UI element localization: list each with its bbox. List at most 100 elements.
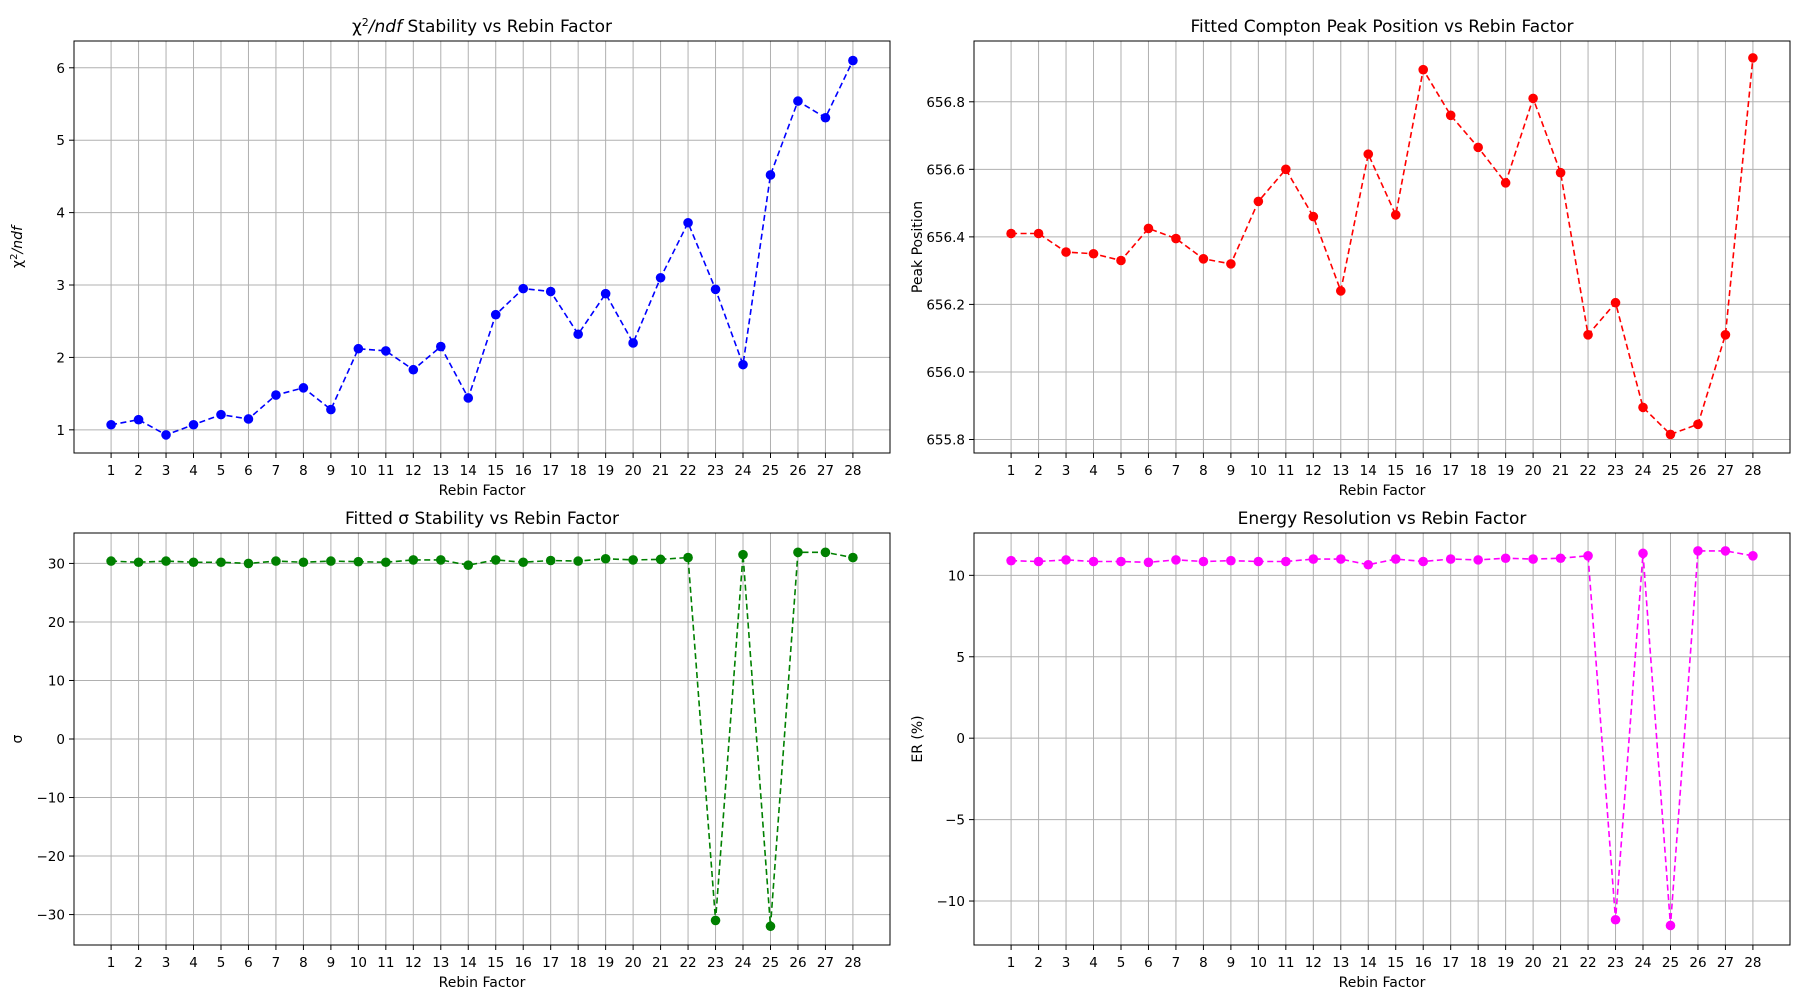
x-tick-label: 8 — [299, 463, 308, 479]
data-point — [1006, 228, 1016, 239]
data-point — [271, 390, 281, 400]
x-tick-label: 9 — [327, 463, 336, 479]
y-tick-label: 5 — [956, 650, 965, 666]
x-tick-label: 22 — [1579, 955, 1596, 971]
x-tick-label: 1 — [1007, 955, 1016, 971]
y-tick-label: 1 — [56, 423, 65, 439]
x-tick-label: 12 — [405, 463, 422, 479]
data-point — [1473, 555, 1483, 565]
data-point — [161, 556, 171, 566]
data-point — [1390, 210, 1401, 220]
x-tick-label: 5 — [1117, 955, 1126, 971]
data-point — [600, 288, 611, 299]
plot-frame — [973, 532, 1791, 946]
x-tick-label: 21 — [1552, 463, 1569, 479]
x-tick-label: 20 — [625, 463, 642, 479]
x-tick-label: 20 — [1525, 463, 1542, 479]
x-tick-label: 19 — [1497, 463, 1514, 479]
x-tick-label: 18 — [570, 463, 587, 479]
y-tick-label: 5 — [56, 133, 65, 149]
data-point — [1748, 53, 1758, 63]
x-tick-label: 10 — [1250, 955, 1267, 971]
x-tick-label: 12 — [1305, 463, 1322, 479]
x-tick-label: 24 — [734, 955, 751, 971]
x-tick-label: 20 — [625, 955, 642, 971]
x-tick-label: 9 — [1227, 463, 1236, 479]
x-tick-label: 3 — [1062, 955, 1071, 971]
x-tick-label: 22 — [679, 955, 696, 971]
x-tick-label: 14 — [460, 463, 477, 479]
x-tick-label: 28 — [844, 955, 861, 971]
data-point — [1693, 419, 1703, 430]
data-point — [188, 419, 199, 430]
x-tick-label: 11 — [1277, 955, 1294, 971]
x-tick-label: 18 — [1470, 955, 1487, 971]
data-point — [1088, 556, 1099, 567]
x-tick-label: 4 — [1089, 955, 1098, 971]
data-point — [188, 557, 199, 568]
data-point — [298, 557, 309, 568]
data-point — [1281, 164, 1291, 175]
data-point — [1143, 557, 1154, 568]
data-point — [1308, 211, 1319, 222]
data-point — [1500, 178, 1511, 188]
data-point — [545, 286, 556, 297]
chart-title: χ2/ndf Stability vs Rebin Factor — [352, 16, 612, 38]
x-tick-label: 16 — [1415, 955, 1432, 971]
data-point — [326, 404, 336, 415]
data-point — [1335, 286, 1346, 296]
data-point — [1253, 196, 1264, 207]
y-tick-label: 656.8 — [926, 95, 965, 111]
x-tick-label: 21 — [652, 463, 669, 479]
data-point — [793, 547, 803, 558]
chart-title: Fitted Compton Peak Position vs Rebin Fa… — [1190, 17, 1573, 37]
x-tick-label: 23 — [707, 955, 724, 971]
data-point — [1335, 554, 1346, 564]
x-tick-label: 28 — [1744, 955, 1761, 971]
y-tick-label: 656.6 — [926, 162, 965, 178]
data-point — [1390, 554, 1401, 564]
x-tick-label: 25 — [1662, 463, 1679, 479]
x-tick-label: 10 — [350, 463, 367, 479]
y-tick-label: −10 — [937, 894, 966, 910]
data-point — [1088, 248, 1099, 259]
x-axis-label: Rebin Factor — [1339, 483, 1426, 499]
x-axis-label: Rebin Factor — [1339, 975, 1426, 991]
x-tick-label: 7 — [1172, 955, 1181, 971]
data-point — [793, 96, 803, 106]
data-point — [1116, 255, 1126, 266]
plot-frame — [73, 40, 891, 454]
x-tick-label: 17 — [1442, 463, 1459, 479]
x-tick-label: 25 — [762, 955, 779, 971]
y-tick-label: 6 — [56, 61, 65, 77]
data-point — [683, 552, 693, 563]
data-point — [1116, 556, 1126, 567]
x-tick-label: 20 — [1525, 955, 1542, 971]
data-point — [1610, 297, 1621, 308]
x-tick-label: 11 — [377, 463, 394, 479]
x-tick-label: 15 — [1387, 955, 1404, 971]
y-axis-label: σ — [10, 734, 26, 743]
x-tick-label: 6 — [244, 463, 253, 479]
x-tick-label: 3 — [1062, 463, 1071, 479]
y-tick-label: −10 — [37, 791, 66, 807]
x-tick-label: 5 — [217, 955, 226, 971]
data-point — [106, 556, 116, 566]
data-point — [1720, 330, 1731, 340]
x-tick-label: 27 — [1717, 463, 1734, 479]
x-tick-label: 26 — [789, 955, 806, 971]
data-point — [1198, 254, 1209, 264]
x-tick-label: 2 — [134, 955, 143, 971]
data-point — [848, 55, 858, 66]
data-point — [1363, 149, 1374, 159]
x-tick-label: 16 — [515, 463, 532, 479]
peak-position-panel: 1 2 3 4 5 6 7 8 9 10 11 12 13 14 15 16 17 18 19 20 21 22 23 24 2… — [910, 17, 1791, 499]
x-tick-label: 5 — [217, 463, 226, 479]
data-point — [1610, 914, 1621, 925]
plot-frame — [973, 40, 1791, 454]
data-point — [216, 409, 226, 420]
data-point — [353, 556, 364, 567]
data-point — [1061, 247, 1071, 257]
data-point — [1748, 550, 1758, 561]
